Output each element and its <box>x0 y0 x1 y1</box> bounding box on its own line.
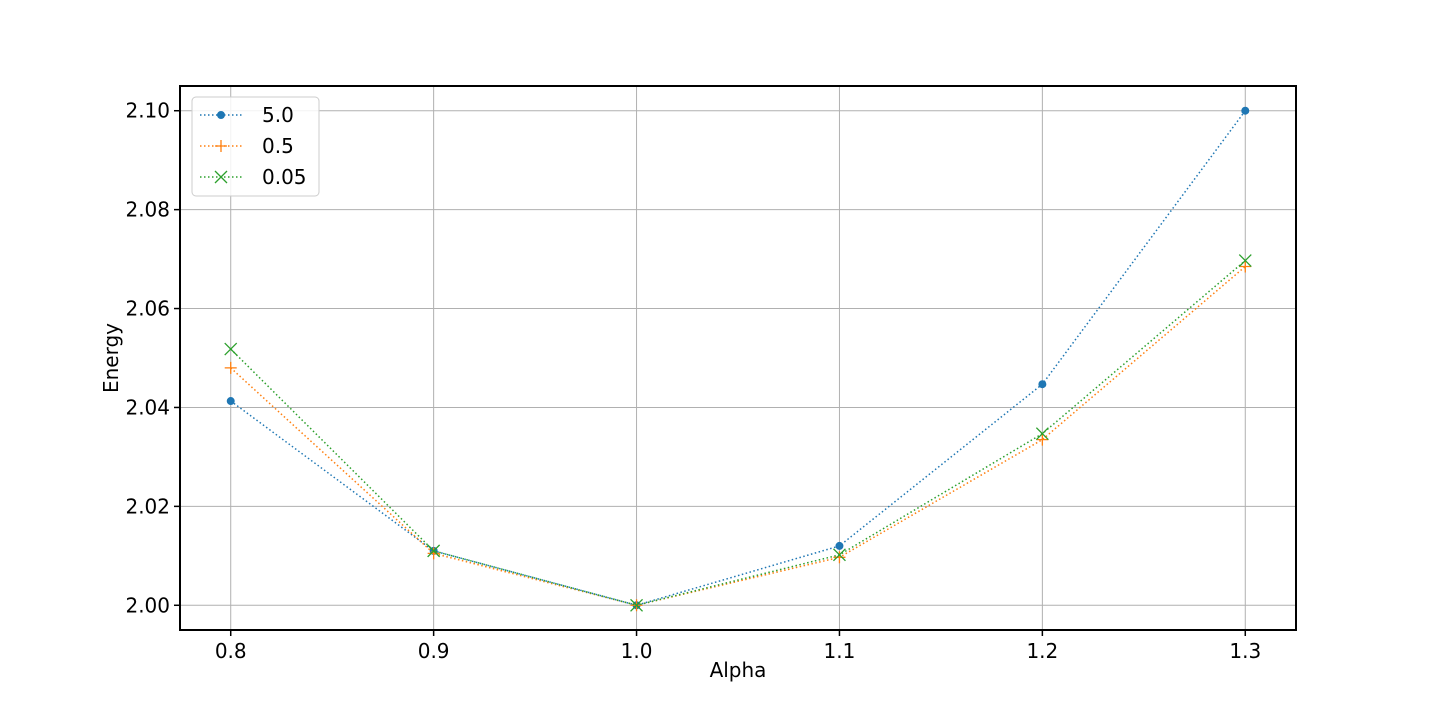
y-axis: 2.00 2.02 2.04 2.06 2.08 2.10 <box>125 99 180 617</box>
data-point <box>427 544 441 558</box>
y-tick-label: 2.02 <box>125 494 170 518</box>
legend-label: 0.5 <box>262 134 294 158</box>
data-point <box>1036 433 1049 446</box>
legend-box <box>191 96 320 197</box>
data-point <box>1035 427 1049 441</box>
y-tick-label: 2.00 <box>125 593 170 617</box>
legend-label: 0.05 <box>262 165 307 189</box>
series-0.5 <box>224 260 1252 612</box>
y-tick-label: 2.08 <box>125 198 170 222</box>
data-point <box>1038 380 1047 389</box>
data-point <box>1239 260 1252 273</box>
data-point <box>224 342 238 356</box>
x-tick-label: 0.9 <box>418 639 450 663</box>
legend-marker <box>217 111 225 119</box>
data-point <box>224 361 237 374</box>
data-point <box>833 551 846 564</box>
data-point <box>835 541 844 550</box>
y-tick-label: 2.06 <box>125 297 170 321</box>
legend-label: 5.0 <box>262 103 294 127</box>
legend-marker <box>215 140 227 152</box>
series-0.05 <box>224 254 1252 612</box>
plot-frame <box>179 85 1297 631</box>
x-tick-label: 1.3 <box>1229 639 1261 663</box>
data-point <box>1238 254 1252 268</box>
y-tick-label: 2.10 <box>125 99 170 123</box>
x-tick-label: 0.8 <box>215 639 247 663</box>
series-group <box>224 106 1252 612</box>
x-tick-label: 1.1 <box>824 639 856 663</box>
x-axis-title: Alpha <box>710 658 767 682</box>
data-point <box>832 548 846 562</box>
legend-item: 0.05 <box>200 165 307 189</box>
legend-marker <box>214 170 228 184</box>
series-5.0 <box>226 106 1250 610</box>
x-axis: 0.8 0.9 1.0 1.1 1.2 1.3 <box>215 630 1261 663</box>
y-tick-label: 2.04 <box>125 395 170 419</box>
grid-lines <box>180 86 1296 630</box>
data-point <box>427 547 440 560</box>
legend-item: 0.5 <box>200 134 294 158</box>
series-line <box>230 260 1246 607</box>
data-point <box>226 397 235 406</box>
data-point <box>630 598 644 612</box>
series-line <box>230 110 1246 607</box>
y-axis-title: Energy <box>99 323 123 393</box>
data-point <box>1241 106 1250 115</box>
legend: 5.0 0.5 0.05 <box>191 96 320 197</box>
x-tick-label: 1.2 <box>1026 639 1058 663</box>
series-line <box>230 265 1246 607</box>
legend-item: 5.0 <box>200 103 294 127</box>
x-tick-label: 1.0 <box>621 639 653 663</box>
